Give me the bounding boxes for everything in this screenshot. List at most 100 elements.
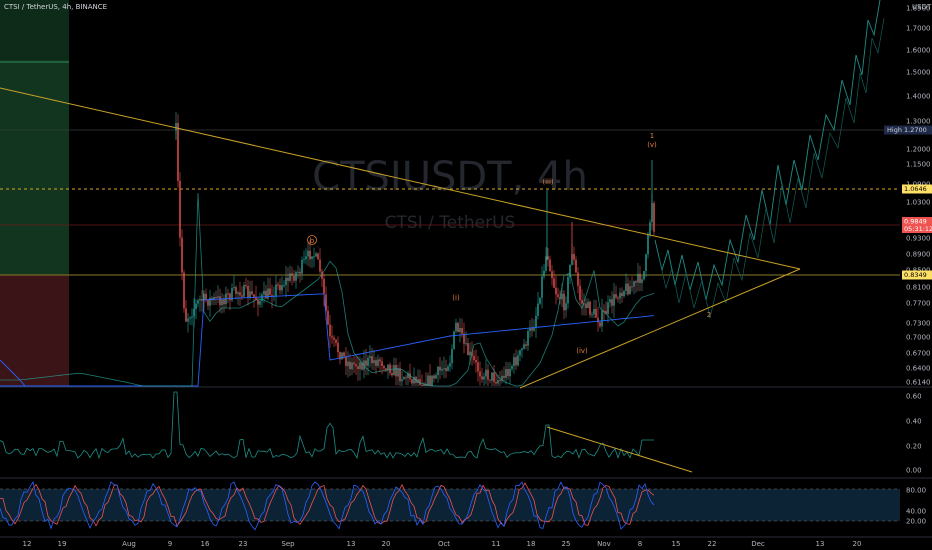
candle-body [595, 308, 597, 318]
price-tick: 0.9300 [906, 235, 931, 243]
candle-body [555, 287, 557, 295]
candle-body [509, 368, 511, 377]
candle-body [575, 259, 577, 273]
candle-body [587, 301, 589, 309]
candle-body [411, 379, 413, 384]
candle-body [247, 286, 249, 298]
price-tick: 1.4000 [906, 93, 931, 101]
candle-body [205, 293, 207, 301]
candle-body [553, 278, 555, 288]
candle-body [341, 352, 343, 360]
price-tick: 1.0300 [906, 199, 931, 207]
oscillator-layer [0, 480, 655, 531]
candle-body [641, 279, 643, 283]
candle-body [191, 316, 193, 318]
wave-label-b[interactable]: b [307, 235, 317, 246]
candle-body [561, 293, 563, 300]
candle-body [195, 303, 197, 310]
candle-body [357, 366, 359, 370]
time-tick: 11 [492, 540, 501, 548]
candle-body [479, 371, 481, 377]
candle-body [581, 300, 583, 304]
candle-body [311, 256, 313, 260]
price-tick: 1.8500 [906, 5, 931, 13]
price-badge-value: 0.9849 [904, 218, 927, 226]
candle-body [541, 276, 543, 298]
candle-body [255, 296, 257, 300]
candle-body [221, 299, 223, 306]
candle-body [373, 360, 375, 364]
wave-label-1[interactable]: 1 [650, 132, 654, 140]
candle-body [543, 270, 545, 277]
candle-body [583, 303, 585, 305]
candle-body [533, 327, 535, 331]
candle-body [431, 375, 433, 386]
candle-body [355, 364, 357, 367]
candle-body [265, 290, 267, 299]
candle-body [275, 284, 277, 296]
candle-body [209, 297, 211, 306]
candle-body [281, 285, 283, 291]
profit-zone-top [0, 0, 69, 60]
candle-body [289, 273, 291, 281]
candle-body [625, 283, 627, 291]
candle-body [601, 310, 603, 327]
candle-body [267, 288, 269, 299]
candle-body [259, 300, 261, 305]
candle-body [577, 272, 579, 286]
candle-body [397, 368, 399, 377]
candle-body [635, 281, 637, 283]
candle-body [637, 273, 639, 283]
wave-label-2[interactable]: 2 [707, 311, 711, 319]
candle-body [465, 343, 467, 345]
candle-body [403, 377, 405, 380]
loss-zone [0, 275, 69, 386]
candle-body [603, 310, 605, 312]
candle-body [653, 203, 655, 232]
candle-body [425, 383, 427, 386]
candle-body [303, 259, 305, 261]
candle-body [333, 337, 335, 340]
time-axis[interactable]: 12 19 Aug 9 16 23 Sep 13 20 Oct 11 18 25 Nov 8 15 22 Dec 1… [23, 540, 862, 548]
candle-body [443, 368, 445, 370]
indicator-1-tick: 0.20 [906, 443, 922, 451]
indicator-trendline[interactable] [546, 426, 693, 473]
candle-body [377, 359, 379, 366]
candle-body [511, 365, 513, 369]
wave-label-i[interactable]: (i) [452, 294, 460, 302]
descending-trendline[interactable] [0, 87, 801, 270]
wave-label-v[interactable]: (v) [647, 141, 657, 149]
candle-body [513, 357, 515, 366]
price-badge-label-bg [884, 125, 902, 135]
candle-body [183, 272, 185, 309]
candle-body [539, 297, 541, 304]
candle-body [285, 277, 287, 286]
candle-body [633, 281, 635, 287]
candle-body [497, 380, 499, 384]
candle-body [219, 296, 221, 306]
candle-body [359, 362, 361, 370]
candle-body [393, 365, 395, 376]
candle-body [379, 359, 381, 362]
candle-body [615, 294, 617, 298]
candle-body [257, 299, 259, 305]
candle-body [233, 287, 235, 289]
candle-body [597, 317, 599, 323]
ascending-trendline[interactable] [519, 268, 801, 389]
wave-label-iv[interactable]: (iv) [576, 347, 588, 355]
watermark-symbol: CTSIUSDT, 4h [312, 154, 588, 200]
candle-body [623, 290, 625, 297]
candle-body [337, 342, 339, 353]
price-tick: 0.7300 [906, 320, 931, 328]
candle-body [389, 364, 391, 374]
price-axis[interactable]: 1.8500 1.7000 1.6000 1.5000 1.4000 1.3000 1.20… [906, 5, 931, 387]
candle-body [283, 285, 285, 287]
candle-body [451, 348, 453, 364]
candle-body [579, 285, 581, 301]
wave-label-iii[interactable]: (iii) [542, 178, 554, 186]
candle-body [217, 296, 219, 298]
candle-body [523, 344, 525, 349]
candle-body [401, 379, 403, 382]
